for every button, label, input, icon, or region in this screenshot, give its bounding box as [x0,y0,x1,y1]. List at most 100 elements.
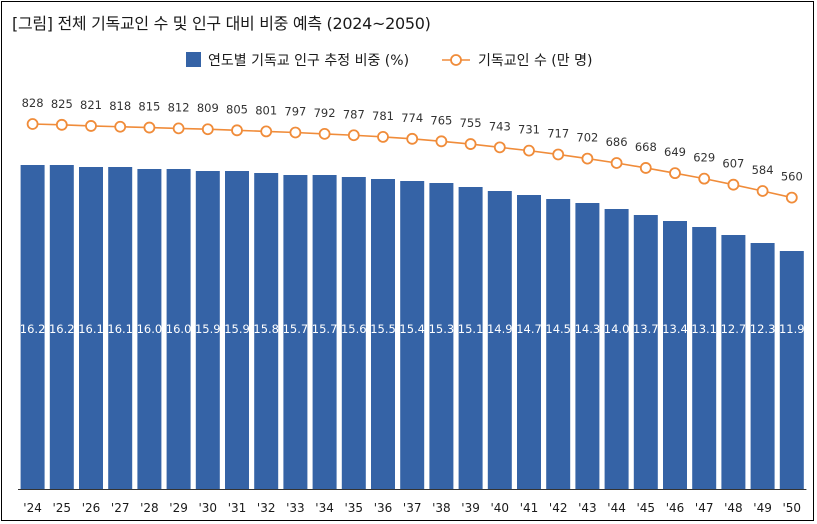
line-value-label: 805 [226,102,248,116]
bar [663,221,687,489]
bar-value-label: 14.5 [545,322,571,336]
line-value-label: 649 [664,145,686,159]
line-value-label: 560 [781,170,803,184]
bar-value-label: 12.3 [750,322,776,336]
bar [371,179,395,489]
line-point [698,172,711,185]
line-value-label: 818 [109,99,131,113]
x-tick-label: '45 [637,501,656,515]
line-value-label: 731 [518,123,540,137]
bar [604,209,629,489]
bar [341,177,366,489]
line-value-label: 607 [722,157,744,171]
x-tick-label: '46 [666,501,685,515]
x-tick-label: '43 [578,501,597,515]
line-point [756,185,769,197]
line-value-label: 765 [430,113,452,127]
line-value-label: 668 [635,140,657,154]
line-value-labels: 828 825 821 818 815 812 809 805 801 797 792 787 781 7… [22,96,803,184]
bar [575,203,600,489]
line-point [639,162,652,174]
x-tick-label: '50 [783,501,802,515]
bar-value-label: 15.9 [195,322,221,336]
line-point [143,121,156,134]
line-point [114,120,127,133]
line-value-label: 812 [168,100,190,114]
x-tick-label: '24 [23,501,42,515]
line-value-label: 743 [489,119,511,133]
x-tick-label: '27 [111,501,130,515]
legend-bar-label: 연도별 기독교 인구 추정 비중 (%) [208,53,409,69]
line-point [552,148,565,161]
line-series [26,118,798,204]
bar [633,215,658,489]
line-value-label: 809 [197,101,219,115]
bar [546,199,571,489]
line-value-label: 828 [22,96,44,110]
bar-value-label: 12.7 [721,322,747,336]
line-value-label: 584 [752,163,774,177]
bar [487,191,512,489]
bar-value-labels: 16.2 16.2 16.1 16.1 16.0 16.0 15.9 15.9 15.8 15.7… [20,322,805,336]
chart-legend: 연도별 기독교 인구 추정 비중 (%) 기독교인 수 (만 명) [186,52,592,69]
line-point [581,152,594,165]
bar-value-label: 13.7 [633,322,659,336]
bar [692,227,717,489]
bar-value-label: 13.1 [691,322,717,336]
line-value-label: 755 [460,116,482,130]
x-tick-label: '32 [257,501,276,515]
line-value-label: 797 [284,105,306,119]
bar [429,183,454,489]
bar-value-label: 15.6 [341,322,367,336]
x-tick-label: '36 [374,501,393,515]
line-point [85,120,97,132]
x-tick-label: '28 [140,501,159,515]
line-point [26,118,39,130]
line-point [318,127,331,140]
bar [225,171,249,489]
bar-value-label: 15.7 [283,322,309,336]
x-tick-label: '41 [520,501,539,515]
line-value-label: 774 [401,111,423,125]
x-tick-label: '38 [432,501,451,515]
bar-value-label: 15.3 [429,322,455,336]
bar [750,243,775,489]
line-point [406,132,419,145]
x-tick-label: '49 [753,501,772,515]
legend-line-marker [450,54,462,66]
x-tick-label: '42 [549,501,568,515]
line-point [377,131,389,143]
line-point [727,178,740,191]
legend-bar-swatch [186,52,201,67]
bar-value-label: 16.2 [49,322,75,336]
bar-value-label: 15.4 [399,322,425,336]
bar-value-label: 15.1 [458,322,484,336]
line-point [610,157,623,169]
bar [49,165,74,489]
line-point [260,125,273,138]
chart-title: [그림] 전체 기독교인 수 및 인구 대비 비중 예측 (2024~2050) [12,14,431,33]
line-point [785,191,798,204]
bar-value-label: 13.4 [662,322,688,336]
line-point [347,129,360,142]
x-tick-label: '26 [82,501,101,515]
x-tick-label: '33 [286,501,305,515]
bar-value-label: 15.7 [312,322,338,336]
bar [458,187,483,489]
line-point [464,138,477,150]
bar-series [20,165,804,489]
bar [721,235,746,489]
bar-value-label: 14.7 [516,322,542,336]
line-point [172,122,185,135]
x-tick-label: '31 [228,501,247,515]
x-tick-label: '29 [169,501,188,515]
bar-value-label: 16.1 [107,322,133,336]
line-point [523,144,535,157]
line-point [201,123,214,136]
bar-value-label: 11.9 [779,322,805,336]
x-tick-label: '40 [491,501,510,515]
x-tick-label: '30 [199,501,218,515]
line-value-label: 629 [693,151,715,165]
line-value-label: 792 [314,106,336,120]
